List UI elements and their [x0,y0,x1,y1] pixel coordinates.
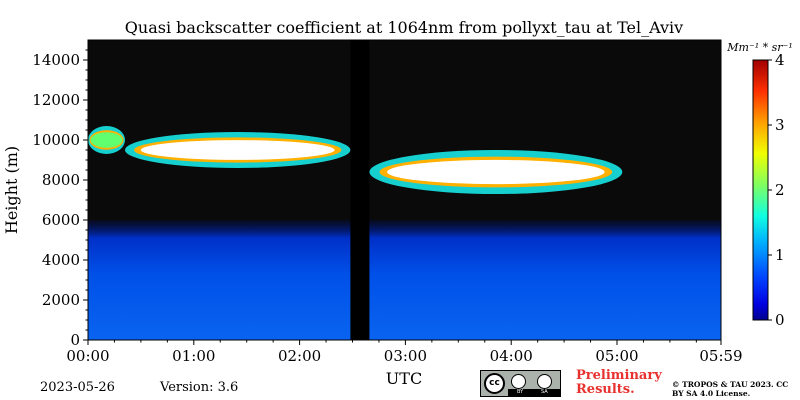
measurement-date: 2023-05-26 [40,380,115,395]
y-axis-label: Height (m) [2,146,21,234]
copyright-notice: © TROPOS & TAU 2023. CC BY SA 4.0 Licens… [672,380,789,398]
chart-title: Quasi backscatter coefficient at 1064nm … [125,18,683,37]
license-label-bar [508,389,560,396]
colorbar-tick-label: 1 [775,246,785,264]
x-tick-label: 05:59 [699,347,742,365]
x-axis: 00:00 01:00 02:00 03:00 04:00 05:00 05:59 [66,340,743,365]
license-by-label: BY [517,389,524,395]
boundary-layer-band [88,220,721,340]
y-tick-label: 14000 [32,51,80,69]
data-gap-band [350,40,370,340]
x-tick-label: 02:00 [278,347,321,365]
version-label: Version: 3.6 [160,380,239,395]
y-tick-label: 4000 [42,251,80,269]
colorbar-tick-label: 0 [775,311,785,329]
x-tick-label: 01:00 [172,347,215,365]
y-tick-label: 8000 [42,171,80,189]
x-tick-label: 03:00 [384,347,427,365]
x-tick-label: 00:00 [66,347,109,365]
plot-area [87,39,722,341]
colorbar-tick-label: 3 [775,116,785,134]
feature-cloud-b [125,132,351,168]
colorbar-tick-label: 4 [775,51,785,69]
feature-cloud-c [369,150,623,194]
sa-share-icon [537,374,552,389]
y-tick-label: 6000 [42,211,80,229]
y-tick-label: 0 [70,331,80,349]
x-tick-label: 05:00 [595,347,638,365]
preliminary-notice: Preliminary Results. [576,368,662,397]
colorbar-tick-label: 2 [775,181,785,199]
cloud-core [387,159,605,185]
feature-cloud-a [88,126,126,154]
colorbar: Mm⁻¹ * sr⁻¹ 0 1 2 3 4 [726,41,793,329]
cc-icon: cc [484,373,505,394]
x-axis-label: UTC [386,369,422,388]
cloud-core [90,132,123,148]
feature-boundary-layer [88,220,721,340]
y-tick-label: 2000 [42,291,80,309]
cloud-core [140,140,335,160]
y-tick-label: 10000 [32,131,80,149]
colorbar-unit-label: Mm⁻¹ * sr⁻¹ [726,41,793,54]
y-tick-label: 12000 [32,91,80,109]
y-axis: 0 2000 4000 6000 8000 10000 12000 14000 [32,49,88,349]
license-sa-label: SA [541,389,548,395]
colorbar-gradient [752,59,769,321]
cc-license-logo: cc BY SA [480,370,561,397]
by-person-icon [511,374,526,389]
x-tick-label: 04:00 [490,347,533,365]
